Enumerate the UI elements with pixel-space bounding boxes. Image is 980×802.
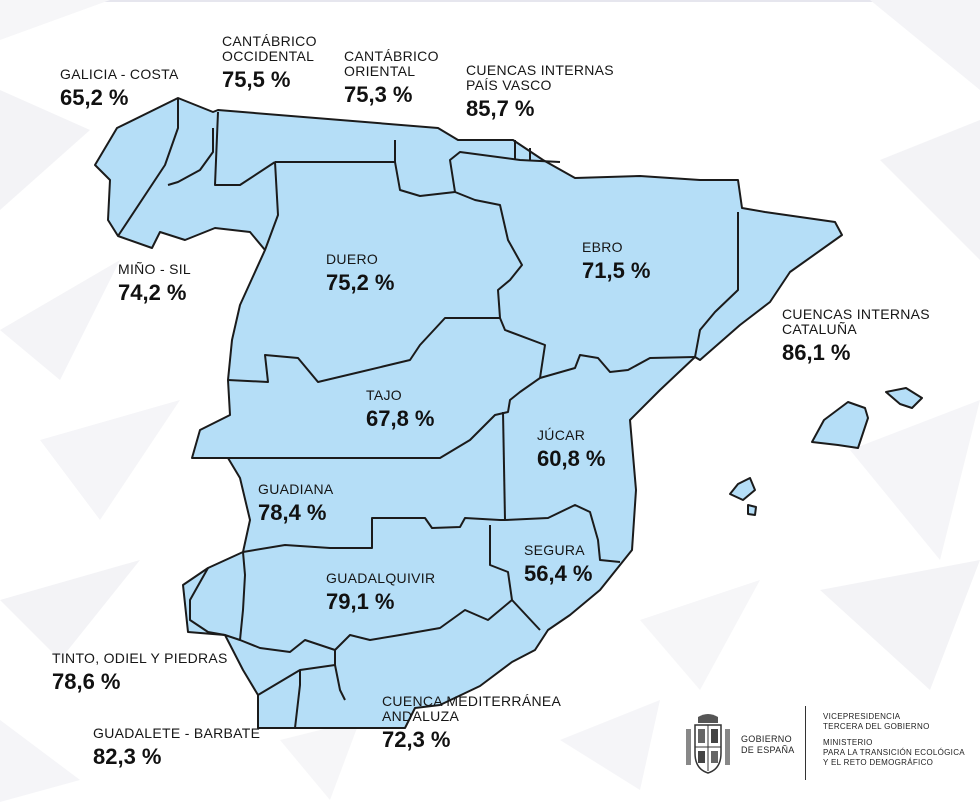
region-name-line: CANTÁBRICO [344, 48, 439, 64]
region-name: EBRO [582, 239, 623, 255]
region-name: GUADALETE - BARBATE [93, 725, 261, 741]
region-name: TINTO, ODIEL Y PIEDRAS [52, 650, 228, 666]
spain-coat-of-arms-icon [686, 714, 730, 774]
label-cantabrico-occidental: CANTÁBRICO OCCIDENTAL 75,5 % [222, 34, 317, 91]
label-guadalete-barbate: GUADALETE - BARBATE 82,3 % [93, 726, 260, 768]
region-name: MIÑO - SIL [118, 261, 192, 277]
region-value: 86,1 % [782, 340, 851, 365]
government-logo: GOBIERNO DE ESPAÑA VICEPRESIDENCIA TERCE… [683, 706, 980, 782]
label-guadiana: GUADIANA 78,4 % [258, 482, 334, 524]
gobierno-text: GOBIERNO DE ESPAÑA [741, 734, 795, 756]
region-name: DUERO [326, 251, 379, 267]
label-mediterranea-andaluza: CUENCA MEDITERRÁNEA ANDALUZA 72,3 % [382, 694, 561, 751]
region-name-line: ORIENTAL [344, 63, 416, 79]
region-value: 75,3 % [344, 82, 413, 107]
region-name: GUADIANA [258, 481, 334, 497]
peninsula [94, 97, 843, 729]
region-value: 60,8 % [537, 446, 606, 471]
gobierno-line: GOBIERNO [741, 734, 792, 744]
mallorca [811, 401, 869, 449]
region-value: 75,2 % [326, 270, 395, 295]
label-segura: SEGURA 56,4 % [524, 543, 593, 585]
region-name-line: CUENCAS INTERNAS [466, 62, 614, 78]
ibiza [729, 477, 756, 501]
region-value: 75,5 % [222, 67, 291, 92]
region-name-line: CUENCA MEDITERRÁNEA [382, 693, 562, 709]
region-value: 78,6 % [52, 669, 121, 694]
top-border [0, 0, 980, 2]
label-mino-sil: MIÑO - SIL 74,2 % [118, 262, 191, 304]
label-galicia-costa: GALICIA - COSTA 65,2 % [60, 67, 179, 109]
region-name-line: CUENCAS INTERNAS [782, 306, 930, 322]
label-tinto-odiel: TINTO, ODIEL Y PIEDRAS 78,6 % [52, 651, 228, 693]
vicepresidencia-line: VICEPRESIDENCIA [823, 712, 901, 721]
label-jucar: JÚCAR 60,8 % [537, 428, 606, 470]
region-value: 79,1 % [326, 589, 395, 614]
label-guadalquivir: GUADALQUIVIR 79,1 % [326, 571, 435, 613]
region-value: 65,2 % [60, 85, 129, 110]
gobierno-line: DE ESPAÑA [741, 745, 795, 755]
divider [805, 706, 806, 780]
balearic-islands [729, 387, 923, 516]
region-name-line: ANDALUZA [382, 708, 460, 724]
region-name: GALICIA - COSTA [60, 66, 179, 82]
region-name: TAJO [366, 387, 402, 403]
formentera [747, 504, 757, 516]
region-value: 71,5 % [582, 258, 651, 283]
region-value: 56,4 % [524, 561, 593, 586]
menorca [885, 387, 923, 409]
label-tajo: TAJO 67,8 % [366, 388, 435, 430]
region-name: SEGURA [524, 542, 585, 558]
region-value: 78,4 % [258, 500, 327, 525]
region-name-line: CATALUÑA [782, 321, 858, 337]
ministerio-line: MINISTERIO [823, 738, 873, 747]
ministerio-line: PARA LA TRANSICIÓN ECOLÓGICA [823, 748, 965, 757]
region-value: 67,8 % [366, 406, 435, 431]
region-value: 74,2 % [118, 280, 187, 305]
peninsula-outline [94, 97, 843, 729]
ministerio-text: VICEPRESIDENCIA TERCERA DEL GOBIERNO MIN… [823, 712, 980, 768]
region-name: GUADALQUIVIR [326, 570, 436, 586]
label-cataluna: CUENCAS INTERNAS CATALUÑA 86,1 % [782, 307, 930, 364]
region-name-line: OCCIDENTAL [222, 48, 315, 64]
basin-borders [117, 98, 739, 729]
vicepresidencia-line: TERCERA DEL GOBIERNO [823, 722, 930, 731]
label-cantabrico-oriental: CANTÁBRICO ORIENTAL 75,3 % [344, 49, 439, 106]
region-name-line: CANTÁBRICO [222, 33, 317, 49]
region-value: 82,3 % [93, 744, 162, 769]
ministerio-line: Y EL RETO DEMOGRÁFICO [823, 758, 934, 767]
region-value: 85,7 % [466, 96, 535, 121]
label-pais-vasco: CUENCAS INTERNAS PAÍS VASCO 85,7 % [466, 63, 614, 120]
label-duero: DUERO 75,2 % [326, 252, 395, 294]
region-name: JÚCAR [537, 427, 586, 443]
region-value: 72,3 % [382, 727, 451, 752]
region-name-line: PAÍS VASCO [466, 77, 552, 93]
label-ebro: EBRO 71,5 % [582, 240, 651, 282]
